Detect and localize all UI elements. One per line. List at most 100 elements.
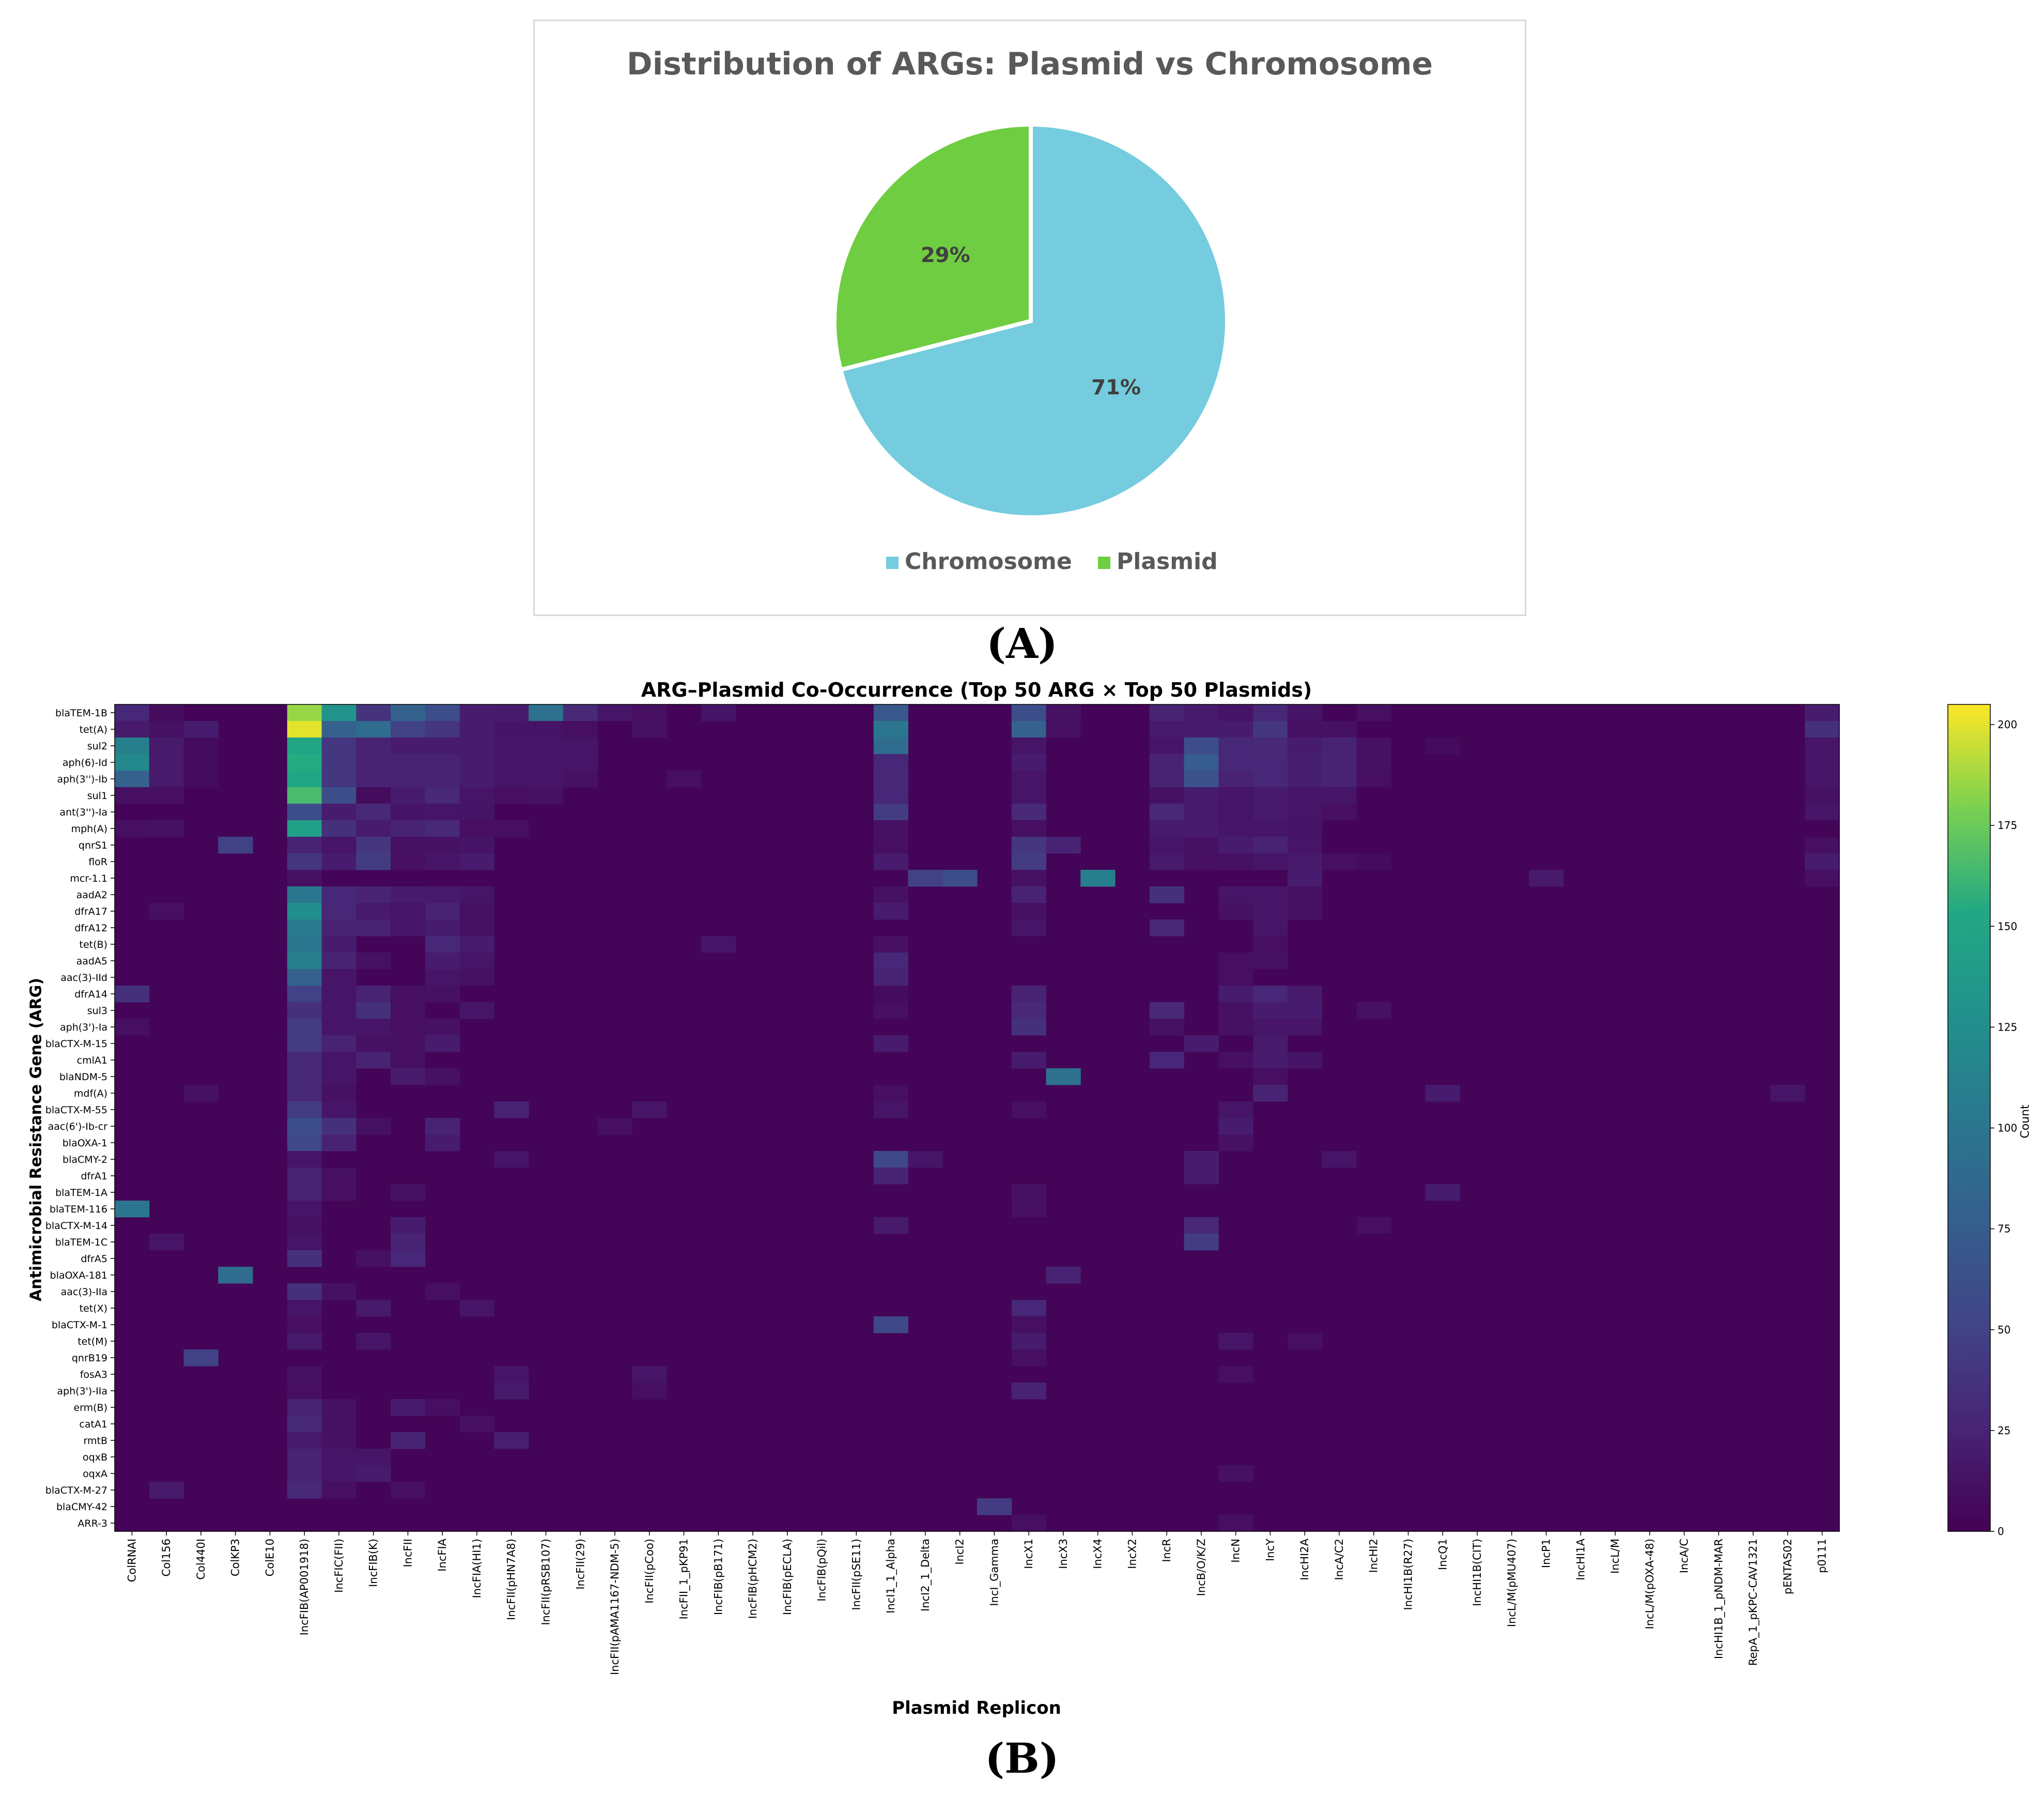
x-tick-label: Col440I [195,1539,207,1580]
x-tick-label: IncFII(pAMA1167-NDM-5) [609,1539,621,1675]
x-tick-label: IncFII(pSE11) [850,1539,862,1610]
heatmap-cell [321,886,357,903]
heatmap-cell [321,969,357,986]
heatmap-cell [321,1068,357,1085]
heatmap-cell [873,936,908,953]
heatmap-cell [391,1068,426,1085]
heatmap-cell [1184,787,1219,804]
heatmap-cell [1425,1184,1461,1201]
heatmap-cell [1011,903,1047,920]
x-tick-label: IncP1 [1540,1539,1553,1568]
heatmap-cell [391,1482,426,1499]
heatmap-cell [1011,721,1047,738]
y-tick-label: mdf(A) [74,1088,107,1099]
heatmap-cell [321,820,357,837]
heatmap-cell [321,704,357,721]
heatmap-cell [873,1101,908,1118]
heatmap-cell [1011,919,1047,936]
heatmap-cell [115,771,150,788]
heatmap-cell [494,787,529,804]
heatmap-cell [1253,919,1288,936]
heatmap-cell [1046,1267,1081,1284]
heatmap-cell [287,919,322,936]
heatmap-cell [1184,738,1219,755]
heatmap-cell [1218,754,1253,771]
heatmap-cell [425,804,460,821]
heatmap-cell [149,721,184,738]
heatmap-cell [356,1465,391,1482]
heatmap-cell [321,1482,357,1499]
heatmap-cell [1287,1333,1323,1350]
pie-slice-chromosome [838,122,1229,519]
heatmap-cell [494,704,529,721]
heatmap-cell [1322,721,1357,738]
heatmap-cell [287,969,322,986]
y-tick-label: cmlA1 [77,1055,107,1066]
heatmap-cell [183,721,219,738]
heatmap-cell [1322,771,1357,788]
heatmap-cell [873,804,908,821]
heatmap-cell [563,721,598,738]
heatmap-cell [287,1250,322,1267]
y-tick-label: blaCTX-M-15 [45,1038,107,1050]
heatmap-cell [391,919,426,936]
heatmap-cell [391,787,426,804]
x-tick-label: p0111 [1816,1539,1829,1573]
heatmap-cell [459,1002,494,1019]
heatmap-cell [1356,704,1391,721]
heatmap-cell [287,1283,322,1300]
heatmap-cell [287,738,322,755]
heatmap-cell [1218,953,1253,970]
heatmap-cell [1218,738,1253,755]
heatmap-cell [1184,804,1219,821]
heatmap-cell [115,986,150,1003]
heatmap-cell [1770,1085,1805,1102]
heatmap-cell [942,870,978,887]
heatmap-cell [1253,986,1288,1003]
heatmap-cell [149,787,184,804]
heatmap-cell [529,738,564,755]
heatmap-cell [1322,738,1357,755]
heatmap-cell [873,820,908,837]
heatmap-cell [149,1234,184,1251]
y-tick-label: mph(A) [71,823,107,835]
heatmap-cell [459,1416,494,1433]
y-tick-label: blaCTX-M-14 [45,1220,107,1232]
y-tick-label: aadA5 [76,956,107,967]
y-tick-label: blaTEM-1A [55,1187,107,1199]
pie-data-label: 29% [921,243,970,267]
heatmap-cell [459,969,494,986]
heatmap-cell [287,1449,322,1466]
y-tick-label: qnrB19 [72,1353,107,1364]
heatmap-cell [287,820,322,837]
heatmap-cell [597,704,632,721]
heatmap-cell [1356,853,1391,870]
heatmap-cell [287,1101,322,1118]
y-tick-label: dfrA17 [74,906,107,917]
x-tick-label: IncFII(pRSB107) [540,1539,552,1625]
heatmap-cell [115,820,150,837]
heatmap-cell [425,721,460,738]
heatmap-cell [287,1151,322,1168]
heatmap-cell [391,1399,426,1416]
heatmap-cell [1011,704,1047,721]
heatmap-cell [1322,754,1357,771]
y-tick-label: aac(3)-IIa [61,1286,107,1298]
heatmap-cell [287,1416,322,1433]
x-tick-label: IncHI2 [1368,1539,1380,1573]
heatmap-cell [287,804,322,821]
x-tick-label: IncFII(pCoo) [643,1539,656,1604]
y-tick-label: blaCMY-2 [63,1154,107,1165]
heatmap-cell [494,754,529,771]
heatmap-cell [287,903,322,920]
heatmap-cell [1149,837,1185,854]
heatmap-title: ARG–Plasmid Co-Occurrence (Top 50 ARG × … [641,679,1312,701]
x-tick-label: ColKP3 [229,1539,242,1576]
heatmap-cell [149,1482,184,1499]
y-tick-label: aph(3')-IIa [57,1386,107,1397]
heatmap-cell [494,721,529,738]
heatmap-cell [149,820,184,837]
heatmap-cell [873,1316,908,1333]
heatmap-cell [1011,1383,1047,1400]
